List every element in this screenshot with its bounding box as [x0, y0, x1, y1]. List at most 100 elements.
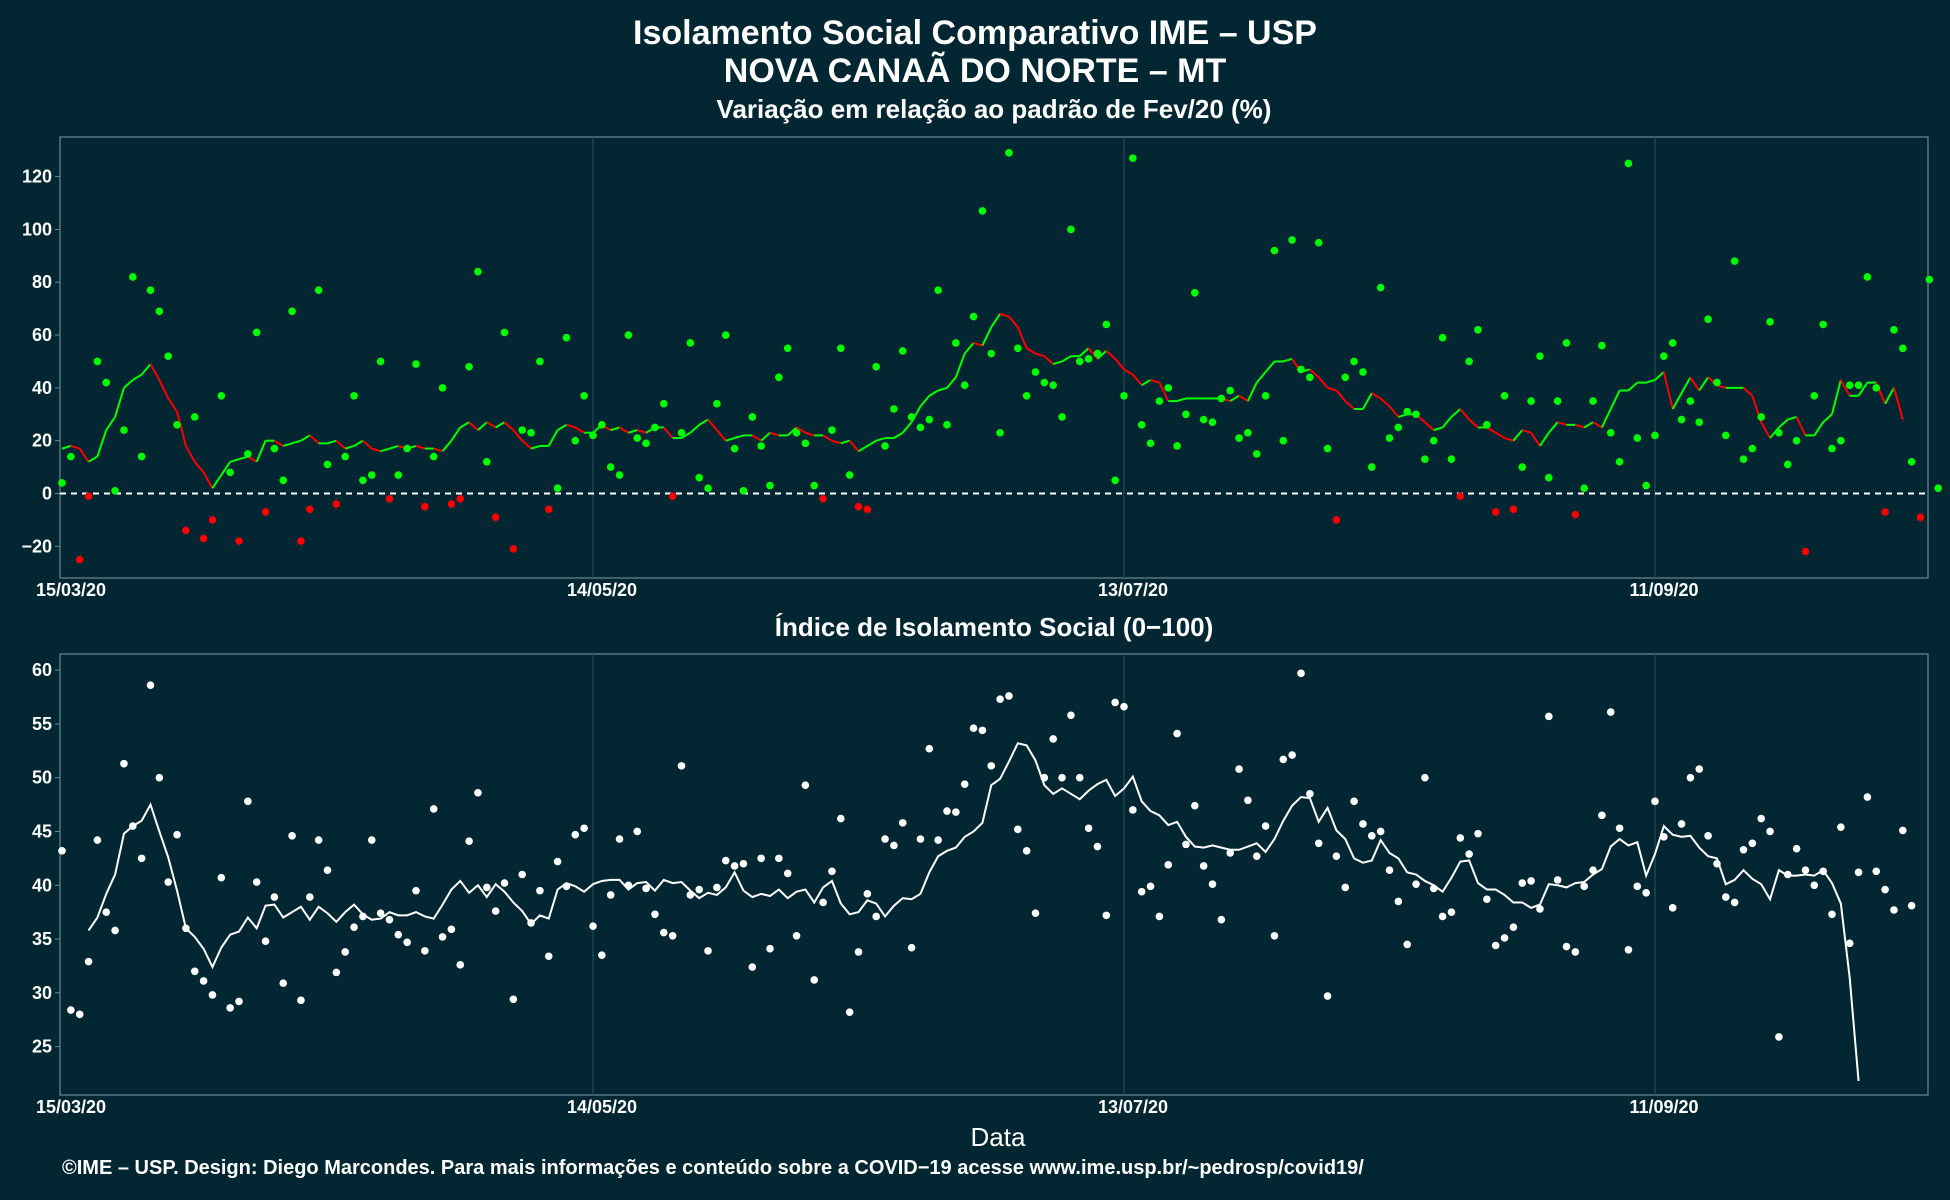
data-point	[713, 399, 721, 408]
data-point	[129, 273, 137, 281]
data-point	[182, 526, 190, 535]
moving-average-segment	[1114, 358, 1125, 371]
moving-average-segment	[1654, 371, 1665, 381]
data-point	[898, 347, 907, 355]
moving-average-segment	[610, 426, 620, 432]
data-point	[173, 830, 181, 839]
moving-average-segment	[866, 439, 877, 447]
data-point	[1553, 397, 1562, 405]
moving-average-segment	[521, 439, 532, 450]
data-point	[1306, 373, 1314, 382]
data-point	[898, 819, 907, 827]
data-point	[376, 909, 385, 918]
data-point	[624, 881, 633, 890]
panel-1: Variação em relação ao padrão de Fev/20 …	[21, 94, 1942, 600]
data-point	[1279, 436, 1288, 445]
moving-average-segment	[96, 429, 108, 457]
data-point	[1527, 397, 1535, 405]
data-point	[686, 891, 695, 899]
moving-average-segment	[1450, 408, 1461, 418]
moving-average-segment	[1645, 378, 1656, 384]
data-point	[1686, 773, 1695, 782]
data-point	[1713, 859, 1721, 868]
data-point	[208, 991, 217, 999]
data-point	[1447, 455, 1456, 463]
data-point	[376, 357, 385, 366]
x-tick-label: 13/07/20	[1098, 1097, 1168, 1117]
moving-average-segment	[1680, 376, 1692, 394]
data-point	[1907, 901, 1916, 910]
data-point	[1270, 932, 1279, 940]
data-point	[1881, 885, 1889, 894]
panel-title: Índice de Isolamento Social (0−100)	[775, 612, 1214, 642]
data-point	[1545, 473, 1553, 482]
x-axis-title: Data	[970, 1122, 1026, 1152]
moving-average-segment	[88, 455, 98, 463]
data-point	[668, 492, 677, 500]
data-point	[429, 452, 438, 461]
moving-average-segment	[822, 434, 833, 442]
data-point	[1049, 735, 1057, 743]
data-point	[84, 492, 93, 500]
data-point	[164, 878, 172, 886]
data-point	[509, 995, 518, 1004]
moving-average-segment	[840, 439, 850, 445]
data-point	[1031, 368, 1040, 376]
data-point	[943, 421, 951, 429]
data-point	[1580, 484, 1588, 493]
data-point	[810, 976, 819, 984]
data-point	[1916, 513, 1925, 522]
data-point	[615, 835, 624, 843]
data-point	[1598, 811, 1606, 820]
data-point	[129, 822, 137, 830]
data-point	[1677, 820, 1686, 828]
moving-average-segment	[495, 421, 506, 429]
moving-average-segment	[1362, 392, 1373, 410]
data-point	[916, 835, 925, 843]
data-point	[1491, 508, 1500, 516]
data-point	[943, 807, 951, 815]
data-point	[1518, 463, 1527, 471]
data-point	[500, 879, 509, 887]
moving-average-segment	[1317, 376, 1329, 389]
data-point	[1792, 436, 1801, 445]
data-point	[1606, 428, 1615, 437]
y-tick-label: 120	[22, 167, 52, 187]
data-point	[438, 933, 447, 941]
data-point	[562, 882, 571, 891]
moving-average-segment	[441, 440, 453, 452]
data-point	[1890, 906, 1898, 914]
data-point	[730, 862, 739, 870]
moving-average-segment	[1575, 423, 1585, 429]
data-point	[102, 378, 111, 387]
data-point	[190, 967, 199, 976]
data-point	[589, 431, 597, 440]
data-point	[518, 870, 526, 879]
moving-average-segment	[1530, 432, 1541, 447]
moving-average-segment	[132, 373, 143, 381]
data-point	[1801, 866, 1810, 874]
moving-average-segment	[1035, 352, 1045, 358]
x-tick-label: 14/05/20	[567, 580, 637, 600]
data-point	[1199, 415, 1208, 424]
data-point	[1412, 880, 1420, 888]
data-point	[996, 428, 1004, 437]
data-point	[1775, 428, 1783, 437]
data-point	[244, 797, 252, 806]
data-point	[111, 926, 119, 935]
data-point	[978, 207, 987, 215]
moving-average-segment	[875, 437, 886, 442]
data-point	[1624, 159, 1633, 168]
data-point	[1509, 505, 1518, 514]
data-point	[553, 484, 562, 493]
data-point	[1571, 948, 1580, 956]
data-point	[1129, 806, 1137, 814]
data-point	[93, 836, 102, 844]
moving-average-segment	[371, 447, 381, 453]
moving-average-segment	[1459, 408, 1470, 421]
data-point	[704, 484, 712, 493]
data-point	[474, 788, 482, 797]
data-point	[677, 762, 686, 770]
moving-average-segment	[1105, 350, 1116, 360]
